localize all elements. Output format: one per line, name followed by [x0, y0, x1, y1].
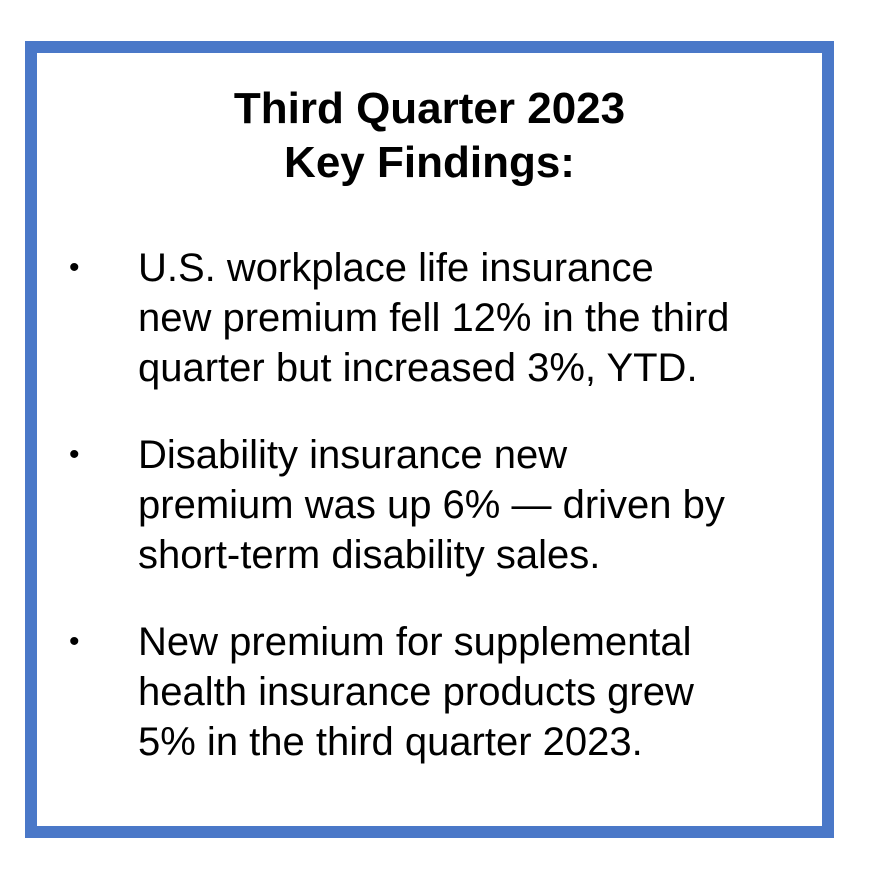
- finding-text-line: New premium for supplemental: [138, 620, 692, 664]
- finding-text-line: short-term disability sales.: [138, 533, 601, 577]
- key-findings-box: Third Quarter 2023 Key Findings: • U.S. …: [25, 41, 834, 838]
- finding-text-line: 5% in the third quarter 2023.: [138, 720, 643, 764]
- finding-supplemental-health: • New premium for supplemental health in…: [37, 617, 822, 767]
- title-line-1: Third Quarter 2023: [233, 84, 626, 133]
- finding-life-insurance: • U.S. workplace life insurance new prem…: [37, 243, 822, 393]
- title-line-2: Key Findings:: [284, 138, 575, 187]
- bullet-icon: •: [69, 625, 80, 658]
- finding-text-line: Disability insurance new: [138, 433, 568, 477]
- findings-list: • U.S. workplace life insurance new prem…: [37, 243, 822, 804]
- finding-text-line: U.S. workplace life insurance: [138, 246, 654, 290]
- finding-text-line: premium was up 6% — driven by: [138, 483, 725, 527]
- finding-text-line: health insurance products grew: [138, 670, 694, 714]
- finding-text-line: quarter but increased 3%, YTD.: [138, 346, 698, 390]
- bullet-icon: •: [69, 438, 80, 471]
- bullet-icon: •: [69, 251, 80, 284]
- page-title: Third Quarter 2023 Key Findings:: [37, 82, 822, 190]
- finding-disability-insurance: • Disability insurance new premium was u…: [37, 430, 822, 580]
- finding-text-line: new premium fell 12% in the third: [138, 296, 730, 340]
